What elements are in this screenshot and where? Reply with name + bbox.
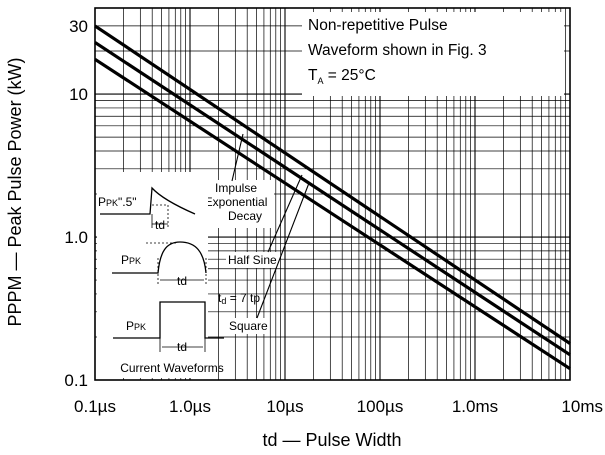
- y-tick-labels: 30 10 1.0 0.1: [64, 17, 88, 390]
- x-tick-labels: 0.1µs 1.0µs 10µs 100µs 1.0ms 10ms: [74, 397, 603, 416]
- note-line-1: Non-repetitive Pulse: [308, 17, 448, 34]
- half-sine-label-bg: [226, 252, 280, 268]
- half-sine-waveform: [112, 241, 207, 274]
- y-axis-label: PPPM — Peak Pulse Power (kW): [5, 57, 25, 326]
- note-ta-main: T: [308, 67, 318, 84]
- note-line-3: TA = 25°C: [308, 67, 376, 86]
- square-label: Square: [229, 319, 268, 333]
- half-sine-leader: [267, 174, 303, 253]
- square-leader: [256, 182, 310, 319]
- inset-ppk-label-2: PPK: [126, 319, 146, 333]
- series-line-3: [94, 57, 571, 371]
- impulse-label-bg: [206, 180, 274, 228]
- inset-ppk-label-1: PPK: [121, 253, 141, 267]
- x-tick-label: 1.0ms: [452, 397, 498, 416]
- inset-caption: Current Waveforms: [120, 361, 224, 375]
- inset-ppk-5-label: PPK".5": [98, 195, 137, 209]
- square-waveform: [113, 301, 224, 339]
- series-line-1: [94, 24, 571, 345]
- impulse-waveform: [100, 186, 196, 215]
- impulse-td-label: td: [155, 218, 165, 232]
- impulse-label-2: Exponential: [205, 195, 268, 209]
- x-tick-label: 0.1µs: [74, 397, 116, 416]
- x-tick-label: 10µs: [266, 397, 303, 416]
- waveform-inset: PPK".5" td PPK td td = 7 tp PPK td Curre…: [97, 172, 260, 378]
- series-line-2: [94, 41, 571, 357]
- y-tick-label: 0.1: [64, 371, 88, 390]
- square-td-label: td: [177, 340, 187, 354]
- half-sine-td-label: td: [177, 274, 187, 288]
- note-ta-sub: A: [317, 76, 323, 86]
- square-label-bg: [227, 318, 267, 334]
- note-background: [302, 12, 564, 96]
- impulse-label-3: Decay: [228, 209, 262, 223]
- note-line-2: Waveform shown in Fig. 3: [308, 42, 487, 59]
- x-tick-label: 100µs: [357, 397, 404, 416]
- half-sine-label: Half Sine: [228, 253, 277, 267]
- x-tick-label: 10ms: [561, 397, 603, 416]
- y-tick-label: 10: [69, 85, 88, 104]
- impulse-leader: [231, 133, 244, 182]
- note-ta-rest: = 25°C: [323, 67, 375, 84]
- td-equation: td = 7 tp: [218, 291, 260, 306]
- impulse-label-1: Impulse: [215, 181, 257, 195]
- y-tick-label: 30: [69, 17, 88, 36]
- x-axis-label: td — Pulse Width: [262, 430, 401, 450]
- plot-frame: [94, 7, 571, 381]
- x-tick-label: 1.0µs: [169, 397, 211, 416]
- series-group: [94, 24, 571, 371]
- y-tick-label: 1.0: [64, 228, 88, 247]
- inset-background: [97, 172, 208, 378]
